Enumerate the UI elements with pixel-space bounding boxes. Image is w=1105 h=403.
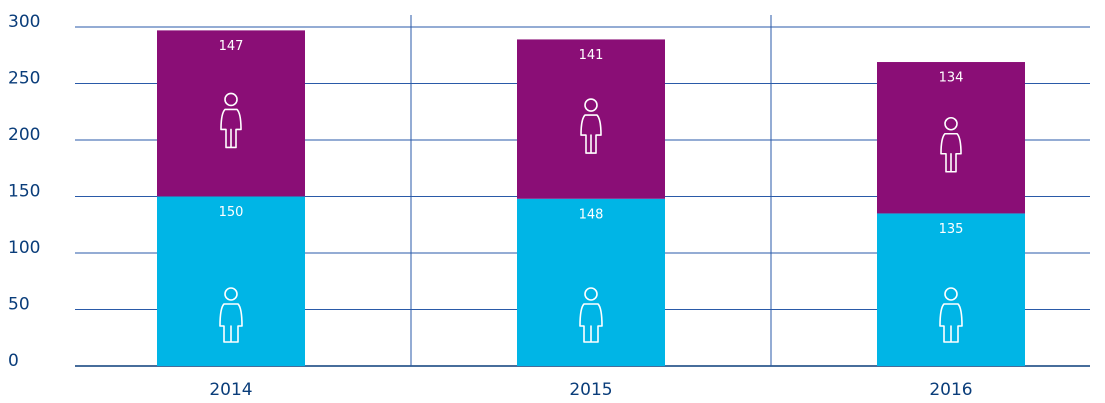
y-tick-label: 300 [8, 12, 40, 32]
icon-body [579, 303, 603, 343]
y-tick-label: 200 [8, 125, 40, 145]
data-label: 135 [939, 222, 964, 237]
x-tick-label: 2016 [929, 380, 972, 400]
y-tick-label: 250 [8, 69, 40, 89]
x-tick-label: 2014 [209, 380, 252, 400]
male-icon [939, 287, 963, 343]
data-label: 134 [939, 71, 964, 86]
data-label: 147 [219, 39, 244, 54]
male-icon [219, 287, 243, 343]
icon-body [940, 132, 962, 173]
y-tick-label: 50 [8, 295, 30, 315]
icon-head [584, 98, 598, 112]
icon-head [944, 287, 958, 301]
female-icon [940, 116, 962, 173]
icon-head [944, 116, 958, 131]
female-icon [220, 92, 242, 149]
icon-head [224, 287, 238, 301]
female-icon [580, 98, 602, 154]
y-tick-label: 100 [8, 238, 40, 258]
male-icon [579, 287, 603, 343]
y-tick-label: 0 [8, 351, 19, 371]
bar-segment [877, 62, 1025, 214]
icon-body [219, 303, 243, 343]
icon-body [580, 114, 602, 154]
data-label: 150 [219, 205, 244, 220]
data-label: 141 [579, 48, 604, 63]
data-label: 148 [579, 207, 604, 222]
bar-segment [517, 39, 665, 199]
bar-segment [157, 30, 305, 197]
icon-body [220, 108, 242, 149]
x-tick-label: 2015 [569, 380, 612, 400]
y-tick-label: 150 [8, 182, 40, 202]
icon-head [584, 287, 598, 301]
icon-head [224, 92, 238, 107]
icon-body [939, 303, 963, 343]
